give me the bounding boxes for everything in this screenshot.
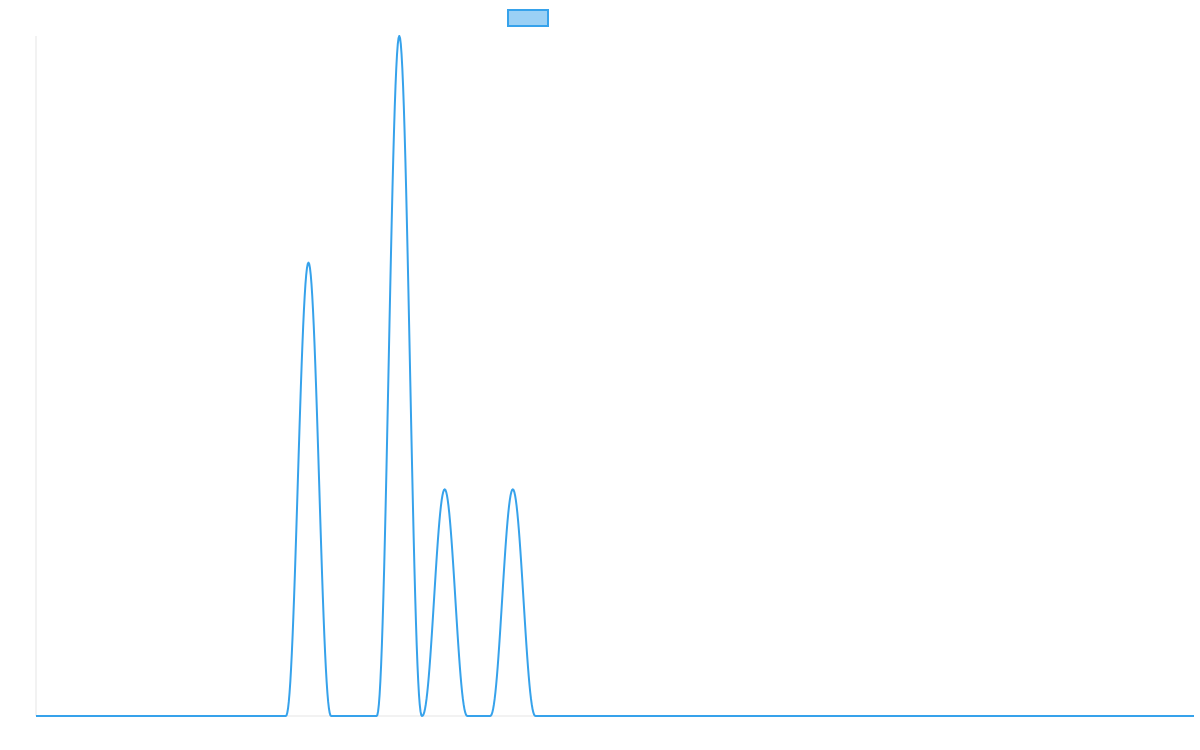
legend[interactable] [507, 9, 549, 27]
data-point-peak-1[interactable] [395, 32, 403, 40]
data-point-peak-2[interactable] [441, 485, 449, 493]
data-point-peak-0[interactable] [304, 259, 312, 267]
legend-swatch[interactable] [507, 9, 549, 27]
plot-area [36, 32, 1194, 717]
series-line-0 [36, 35, 1194, 717]
data-point-peak-3[interactable] [509, 485, 517, 493]
